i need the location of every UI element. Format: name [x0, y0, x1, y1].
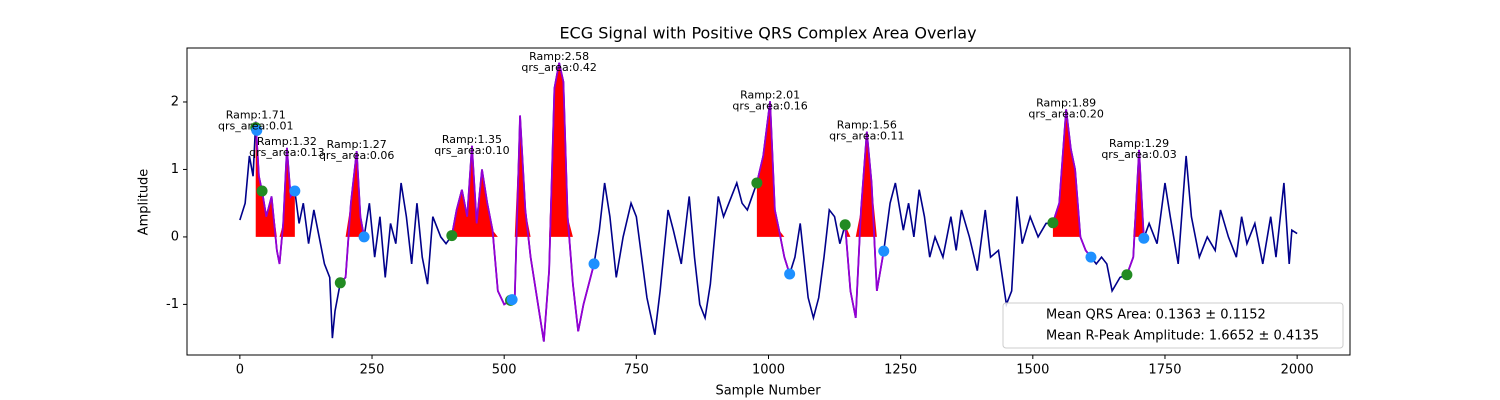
y-axis-label: Amplitude: [137, 169, 152, 236]
legend-box: [1002, 302, 1344, 349]
qrs-area: [1052, 109, 1091, 237]
x-tick-label: 750: [624, 363, 649, 378]
qrs-line: [844, 131, 885, 319]
onset-point: [446, 230, 458, 242]
offset-point: [784, 268, 796, 280]
x-tick-label: 250: [360, 363, 385, 378]
qrs-line: [339, 151, 365, 284]
qrs-area: [255, 121, 295, 237]
chart-title: ECG Signal with Positive QRS Complex Are…: [559, 24, 976, 43]
annotation: qrs_area:0.11: [829, 130, 904, 143]
x-tick-label: 500: [492, 363, 517, 378]
x-tick-label: 1000: [752, 363, 785, 378]
annotation: qrs_area:0.03: [1101, 148, 1176, 161]
y-tick-label: 0: [171, 229, 179, 244]
annotation: qrs_area:0.01: [218, 120, 293, 133]
annotation: Ramp:1.27: [327, 138, 387, 151]
annotation: qrs_area:0.16: [732, 99, 807, 112]
qrs-line: [1126, 149, 1145, 276]
qrs-line: [450, 145, 512, 306]
annotation: Ramp:2.58: [529, 50, 589, 63]
qrs-area: [756, 101, 790, 237]
annotation: qrs_area:0.13: [249, 146, 324, 159]
offset-point: [506, 294, 518, 306]
onset-point: [1047, 217, 1059, 229]
onset-point: [256, 185, 268, 197]
annotation: Ramp:2.01: [740, 88, 800, 101]
annotation: Ramp:1.32: [257, 135, 317, 148]
annotation: qrs_area:0.06: [319, 149, 394, 162]
x-tick-label: 1750: [1148, 363, 1181, 378]
plot: [239, 62, 1298, 342]
qrs-line: [755, 101, 791, 275]
annotation: Ramp:1.35: [442, 133, 502, 146]
onset-point: [1121, 269, 1133, 281]
legend-entry: Mean QRS Area: 0.1363 ± 0.1152: [1046, 308, 1266, 323]
legend-entry: Mean R-Peak Amplitude: 1.6652 ± 0.4135: [1046, 329, 1319, 344]
annotation: qrs_area:0.10: [434, 144, 509, 157]
x-tick-label: 1250: [884, 363, 917, 378]
qrs-line: [510, 62, 595, 342]
offset-point: [588, 258, 600, 270]
offset-point: [251, 124, 263, 136]
qrs-area: [845, 131, 884, 237]
y-tick-label: -1: [166, 297, 179, 312]
onset-point: [334, 277, 346, 289]
y-tick-label: 2: [171, 94, 179, 109]
onset-point: [751, 177, 763, 189]
annotation: qrs_area:0.20: [1028, 107, 1103, 120]
annotation: Ramp:1.89: [1036, 96, 1096, 109]
annotation: qrs_area:0.42: [521, 61, 596, 74]
annotation: Ramp:1.29: [1109, 137, 1169, 150]
offset-point: [1138, 232, 1150, 244]
y-tick-label: 1: [171, 162, 179, 177]
annotation: Ramp:1.71: [226, 109, 286, 122]
x-tick-label: 1500: [1016, 363, 1049, 378]
qrs-line: [1052, 109, 1092, 258]
offset-point: [289, 185, 301, 197]
ecg-line: [239, 62, 1298, 342]
offset-point: [878, 245, 890, 257]
plot-frame: [186, 47, 1351, 356]
x-tick-label: 2000: [1281, 363, 1314, 378]
annotation: Ramp:1.56: [837, 119, 897, 132]
offset-point: [358, 231, 370, 243]
offset-point: [1085, 251, 1097, 263]
x-axis-label: Sample Number: [715, 384, 821, 399]
onset-point: [839, 219, 851, 231]
x-tick-label: 0: [236, 363, 244, 378]
